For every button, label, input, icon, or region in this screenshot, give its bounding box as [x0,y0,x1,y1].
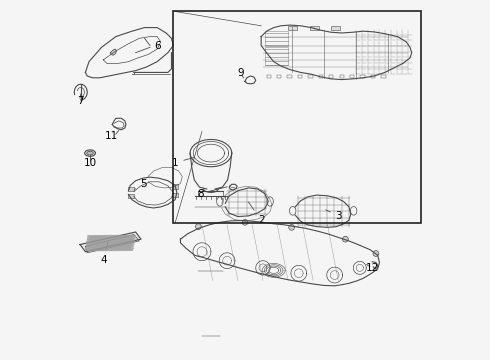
Text: 10: 10 [83,158,97,168]
Text: 4: 4 [100,242,108,265]
Polygon shape [87,239,135,241]
Text: 7: 7 [77,96,83,106]
Polygon shape [87,237,135,239]
Bar [267,75,271,78]
Bar [371,75,375,78]
Bar [265,31,288,45]
Circle shape [343,236,348,242]
Text: 12: 12 [366,263,379,273]
Bar [172,193,178,197]
Text: 5: 5 [134,179,147,189]
Bar [381,75,386,78]
Bar [277,75,281,78]
Bar [329,75,333,78]
Polygon shape [86,245,134,247]
Bar [298,75,302,78]
Ellipse shape [87,151,93,155]
Bar [287,75,292,78]
Bar [361,75,365,78]
Polygon shape [85,249,133,251]
Circle shape [242,220,248,225]
Bar [318,75,323,78]
Text: 8: 8 [197,187,227,199]
Bar [308,75,313,78]
Circle shape [196,224,201,229]
Text: 2: 2 [248,202,265,225]
Bar [310,26,318,30]
Bar [128,194,134,198]
Polygon shape [86,243,134,245]
Text: 11: 11 [105,131,118,141]
Circle shape [289,225,294,230]
Circle shape [373,251,379,256]
Bar [350,75,354,78]
Bar [173,12,421,223]
Bar [288,26,297,30]
Bar [265,47,288,65]
Bar [340,75,344,78]
Text: 6: 6 [154,41,160,50]
Polygon shape [111,49,117,55]
Text: 9: 9 [237,68,244,78]
Bar [172,184,178,189]
Polygon shape [88,235,136,237]
Ellipse shape [85,150,96,156]
Bar [128,187,134,191]
Text: 3: 3 [326,210,343,221]
Polygon shape [85,247,133,249]
Text: 1: 1 [172,157,194,168]
Polygon shape [80,232,141,252]
Bar [331,26,340,30]
Polygon shape [87,241,135,243]
